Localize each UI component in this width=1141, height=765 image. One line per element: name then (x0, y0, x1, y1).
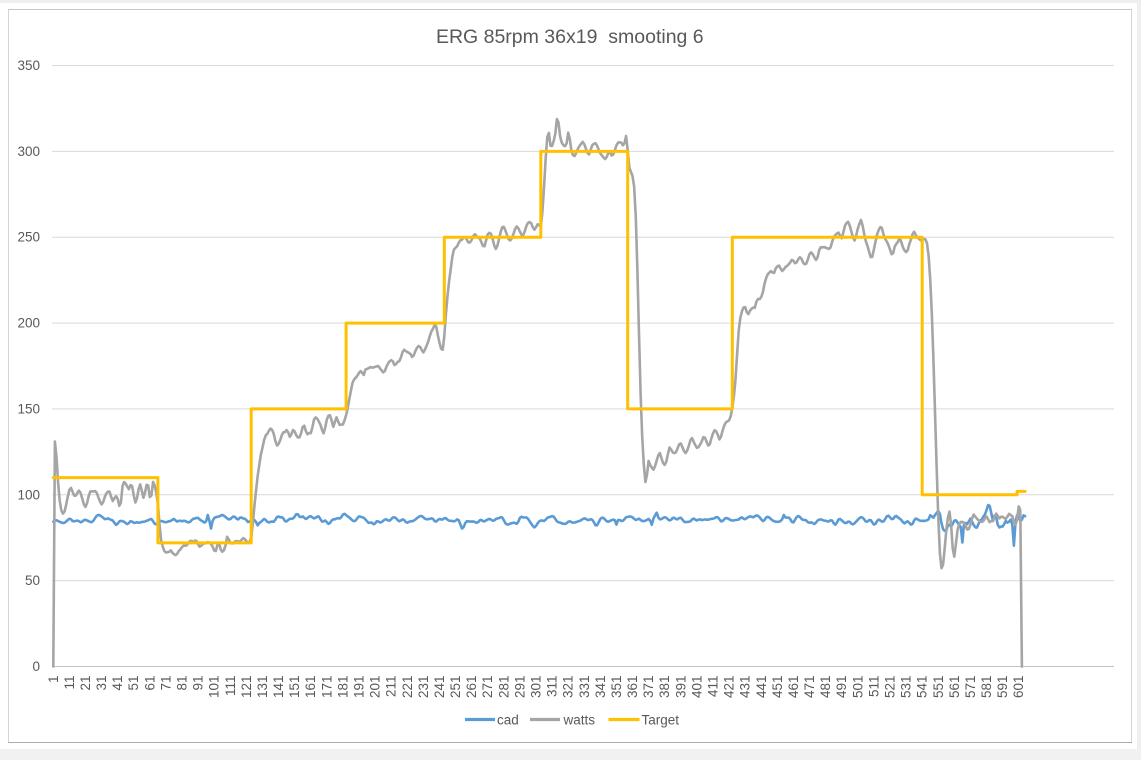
svg-text:421: 421 (722, 676, 737, 699)
svg-text:481: 481 (818, 676, 833, 699)
svg-text:271: 271 (480, 676, 495, 699)
svg-text:161: 161 (303, 676, 318, 699)
svg-text:341: 341 (593, 676, 608, 699)
svg-text:431: 431 (738, 676, 753, 699)
svg-text:171: 171 (319, 676, 334, 699)
svg-text:350: 350 (17, 58, 40, 73)
svg-text:551: 551 (931, 676, 946, 699)
svg-text:301: 301 (529, 676, 544, 699)
svg-text:31: 31 (94, 676, 109, 691)
svg-text:501: 501 (850, 676, 865, 699)
svg-text:251: 251 (448, 676, 463, 699)
svg-text:581: 581 (979, 676, 994, 699)
svg-text:331: 331 (577, 676, 592, 699)
svg-text:601: 601 (1011, 675, 1026, 698)
svg-text:91: 91 (191, 676, 206, 691)
svg-text:111: 111 (223, 676, 238, 697)
svg-text:41: 41 (110, 676, 125, 691)
svg-text:81: 81 (175, 676, 190, 691)
svg-text:571: 571 (963, 676, 978, 699)
svg-text:Target: Target (642, 713, 680, 728)
svg-text:211: 211 (384, 676, 399, 698)
svg-text:521: 521 (883, 676, 898, 699)
svg-text:151: 151 (287, 676, 302, 699)
svg-text:511: 511 (866, 676, 881, 698)
svg-text:291: 291 (512, 676, 527, 699)
svg-text:311: 311 (545, 676, 560, 698)
svg-text:121: 121 (239, 676, 254, 699)
svg-text:141: 141 (271, 676, 286, 699)
svg-text:ERG 85rpm 36x19 smooting 6: ERG 85rpm 36x19 smooting 6 (436, 26, 704, 48)
svg-text:401: 401 (689, 676, 704, 699)
svg-text:200: 200 (17, 316, 40, 331)
svg-text:231: 231 (416, 676, 431, 699)
svg-text:241: 241 (432, 676, 447, 699)
svg-text:51: 51 (126, 676, 141, 691)
svg-text:71: 71 (158, 676, 173, 691)
svg-text:451: 451 (770, 676, 785, 699)
svg-text:201: 201 (368, 676, 383, 699)
svg-text:300: 300 (17, 144, 40, 159)
svg-text:50: 50 (25, 573, 40, 588)
svg-text:321: 321 (561, 676, 576, 699)
svg-text:531: 531 (899, 676, 914, 699)
svg-text:191: 191 (352, 676, 367, 699)
svg-text:1: 1 (46, 676, 61, 684)
svg-text:351: 351 (609, 676, 624, 699)
svg-text:411: 411 (706, 676, 721, 698)
svg-text:381: 381 (657, 676, 672, 699)
svg-text:281: 281 (496, 676, 511, 699)
svg-text:61: 61 (142, 676, 157, 691)
svg-text:461: 461 (786, 676, 801, 699)
svg-text:101: 101 (207, 676, 222, 699)
svg-text:491: 491 (834, 676, 849, 699)
svg-text:391: 391 (673, 676, 688, 699)
svg-text:181: 181 (335, 676, 350, 699)
svg-text:541: 541 (915, 676, 930, 699)
svg-text:11: 11 (62, 676, 77, 690)
svg-text:watts: watts (563, 713, 596, 728)
svg-text:cad: cad (497, 713, 519, 728)
svg-text:0: 0 (32, 659, 40, 674)
svg-text:441: 441 (754, 676, 769, 699)
svg-text:131: 131 (255, 676, 270, 699)
svg-text:250: 250 (17, 230, 40, 245)
svg-text:591: 591 (995, 676, 1010, 699)
svg-text:21: 21 (78, 676, 93, 691)
svg-text:371: 371 (641, 676, 656, 699)
svg-text:361: 361 (625, 676, 640, 699)
svg-text:100: 100 (17, 487, 40, 502)
svg-text:261: 261 (464, 676, 479, 699)
svg-text:221: 221 (400, 676, 415, 699)
svg-text:471: 471 (802, 676, 817, 699)
svg-text:561: 561 (947, 676, 962, 699)
svg-text:150: 150 (17, 401, 40, 416)
